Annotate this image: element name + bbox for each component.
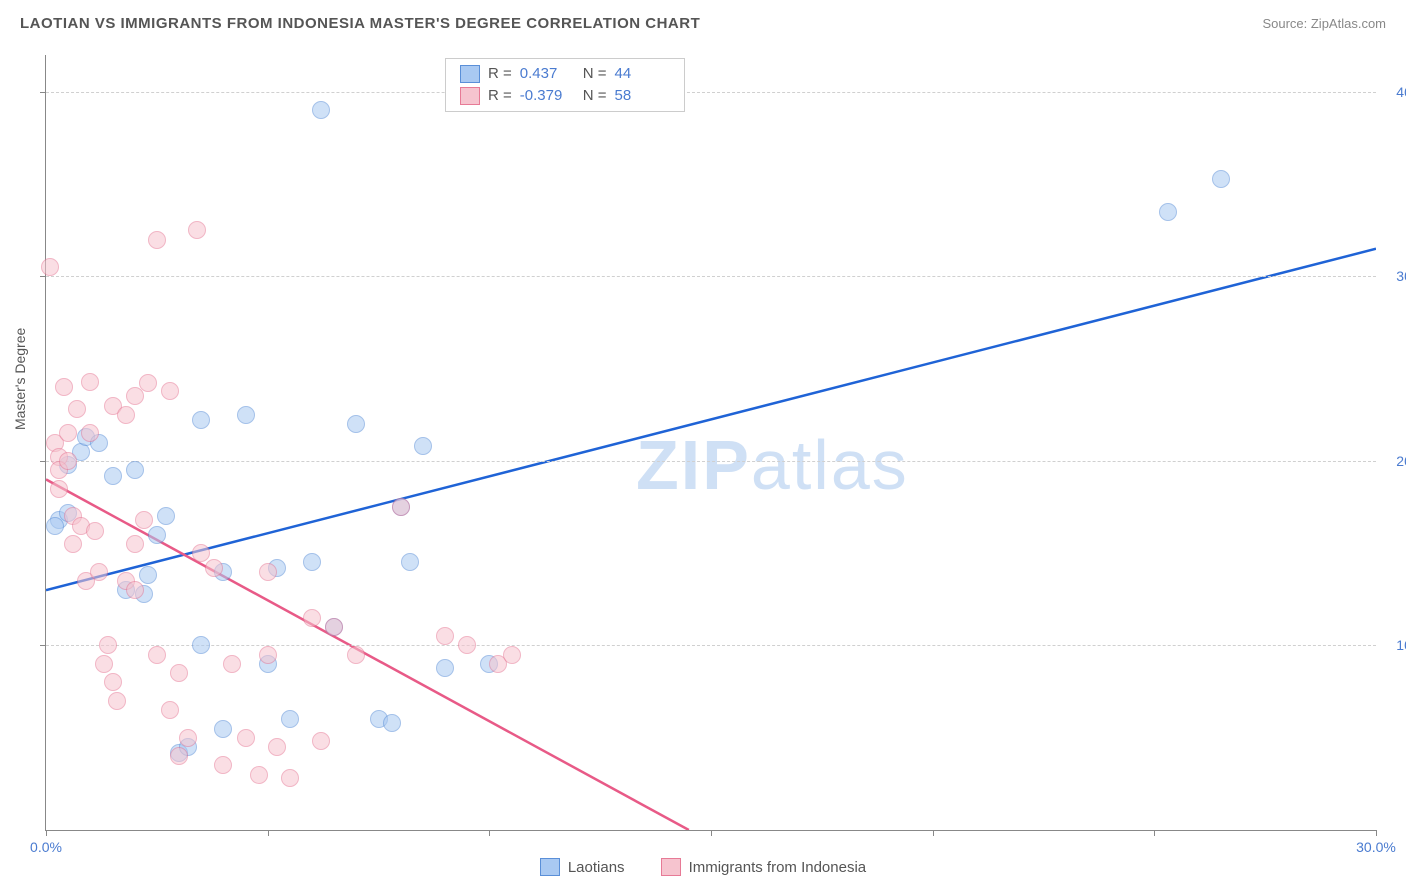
data-point-indonesia xyxy=(99,636,117,654)
data-point-indonesia xyxy=(179,729,197,747)
data-point-indonesia xyxy=(312,732,330,750)
data-point-laotians xyxy=(414,437,432,455)
data-point-indonesia xyxy=(59,424,77,442)
data-point-indonesia xyxy=(64,535,82,553)
data-point-indonesia xyxy=(503,646,521,664)
data-point-laotians xyxy=(214,720,232,738)
x-tick-label: 30.0% xyxy=(1356,839,1396,855)
data-point-indonesia xyxy=(259,563,277,581)
series-legend-item: Laotians xyxy=(540,858,625,876)
data-point-laotians xyxy=(104,467,122,485)
data-point-indonesia xyxy=(108,692,126,710)
data-point-laotians xyxy=(192,636,210,654)
data-point-indonesia xyxy=(117,406,135,424)
data-point-indonesia xyxy=(161,382,179,400)
data-point-indonesia xyxy=(192,544,210,562)
data-point-indonesia xyxy=(303,609,321,627)
legend-swatch xyxy=(460,65,480,83)
data-point-indonesia xyxy=(281,769,299,787)
data-point-laotians xyxy=(192,411,210,429)
data-point-laotians xyxy=(46,517,64,535)
data-point-indonesia xyxy=(86,522,104,540)
grid-line xyxy=(46,461,1376,462)
data-point-laotians xyxy=(281,710,299,728)
data-point-indonesia xyxy=(90,563,108,581)
data-point-indonesia xyxy=(135,511,153,529)
x-tick-label: 0.0% xyxy=(30,839,62,855)
y-tick-label: 20.0% xyxy=(1381,453,1406,469)
data-point-indonesia xyxy=(170,664,188,682)
data-point-indonesia xyxy=(458,636,476,654)
data-point-indonesia xyxy=(188,221,206,239)
data-point-indonesia xyxy=(392,498,410,516)
data-point-indonesia xyxy=(436,627,454,645)
data-point-indonesia xyxy=(223,655,241,673)
data-point-laotians xyxy=(1212,170,1230,188)
data-point-indonesia xyxy=(250,766,268,784)
data-point-indonesia xyxy=(259,646,277,664)
data-point-indonesia xyxy=(205,559,223,577)
data-point-indonesia xyxy=(161,701,179,719)
data-point-laotians xyxy=(157,507,175,525)
data-point-indonesia xyxy=(325,618,343,636)
data-point-indonesia xyxy=(59,452,77,470)
data-point-laotians xyxy=(383,714,401,732)
data-point-laotians xyxy=(312,101,330,119)
data-point-laotians xyxy=(139,566,157,584)
y-tick-label: 30.0% xyxy=(1381,268,1406,284)
data-point-laotians xyxy=(303,553,321,571)
grid-line xyxy=(46,276,1376,277)
data-point-indonesia xyxy=(139,374,157,392)
legend-swatch xyxy=(540,858,560,876)
data-point-indonesia xyxy=(237,729,255,747)
data-point-laotians xyxy=(148,526,166,544)
data-point-indonesia xyxy=(55,378,73,396)
legend-row-laotians: R =0.437N =44 xyxy=(460,63,670,85)
data-point-indonesia xyxy=(148,646,166,664)
data-point-laotians xyxy=(1159,203,1177,221)
grid-line xyxy=(46,92,1376,93)
data-point-indonesia xyxy=(347,646,365,664)
data-point-laotians xyxy=(126,461,144,479)
source-label: Source: ZipAtlas.com xyxy=(1262,16,1386,31)
y-tick-label: 10.0% xyxy=(1381,637,1406,653)
data-point-indonesia xyxy=(126,581,144,599)
data-point-indonesia xyxy=(268,738,286,756)
data-point-laotians xyxy=(436,659,454,677)
legend-swatch xyxy=(661,858,681,876)
data-point-indonesia xyxy=(95,655,113,673)
watermark: ZIPatlas xyxy=(636,425,909,505)
data-point-laotians xyxy=(237,406,255,424)
chart-plot-area: ZIPatlas 10.0%20.0%30.0%40.0%0.0%30.0% xyxy=(45,55,1376,831)
data-point-indonesia xyxy=(214,756,232,774)
y-tick-label: 40.0% xyxy=(1381,84,1406,100)
data-point-indonesia xyxy=(50,480,68,498)
chart-title: LAOTIAN VS IMMIGRANTS FROM INDONESIA MAS… xyxy=(20,15,700,32)
data-point-indonesia xyxy=(81,373,99,391)
legend-swatch xyxy=(460,87,480,105)
correlation-legend: R =0.437N =44R =-0.379N =58 xyxy=(445,58,685,112)
y-axis-label: Master's Degree xyxy=(12,328,28,430)
data-point-indonesia xyxy=(104,673,122,691)
data-point-indonesia xyxy=(148,231,166,249)
data-point-indonesia xyxy=(81,424,99,442)
series-legend-item: Immigrants from Indonesia xyxy=(661,858,867,876)
legend-row-indonesia: R =-0.379N =58 xyxy=(460,85,670,107)
series-legend: Laotians Immigrants from Indonesia xyxy=(0,858,1406,880)
data-point-indonesia xyxy=(41,258,59,276)
grid-line xyxy=(46,645,1376,646)
trend-lines xyxy=(46,55,1376,830)
data-point-indonesia xyxy=(126,535,144,553)
data-point-laotians xyxy=(401,553,419,571)
data-point-laotians xyxy=(347,415,365,433)
data-point-indonesia xyxy=(170,747,188,765)
data-point-indonesia xyxy=(68,400,86,418)
